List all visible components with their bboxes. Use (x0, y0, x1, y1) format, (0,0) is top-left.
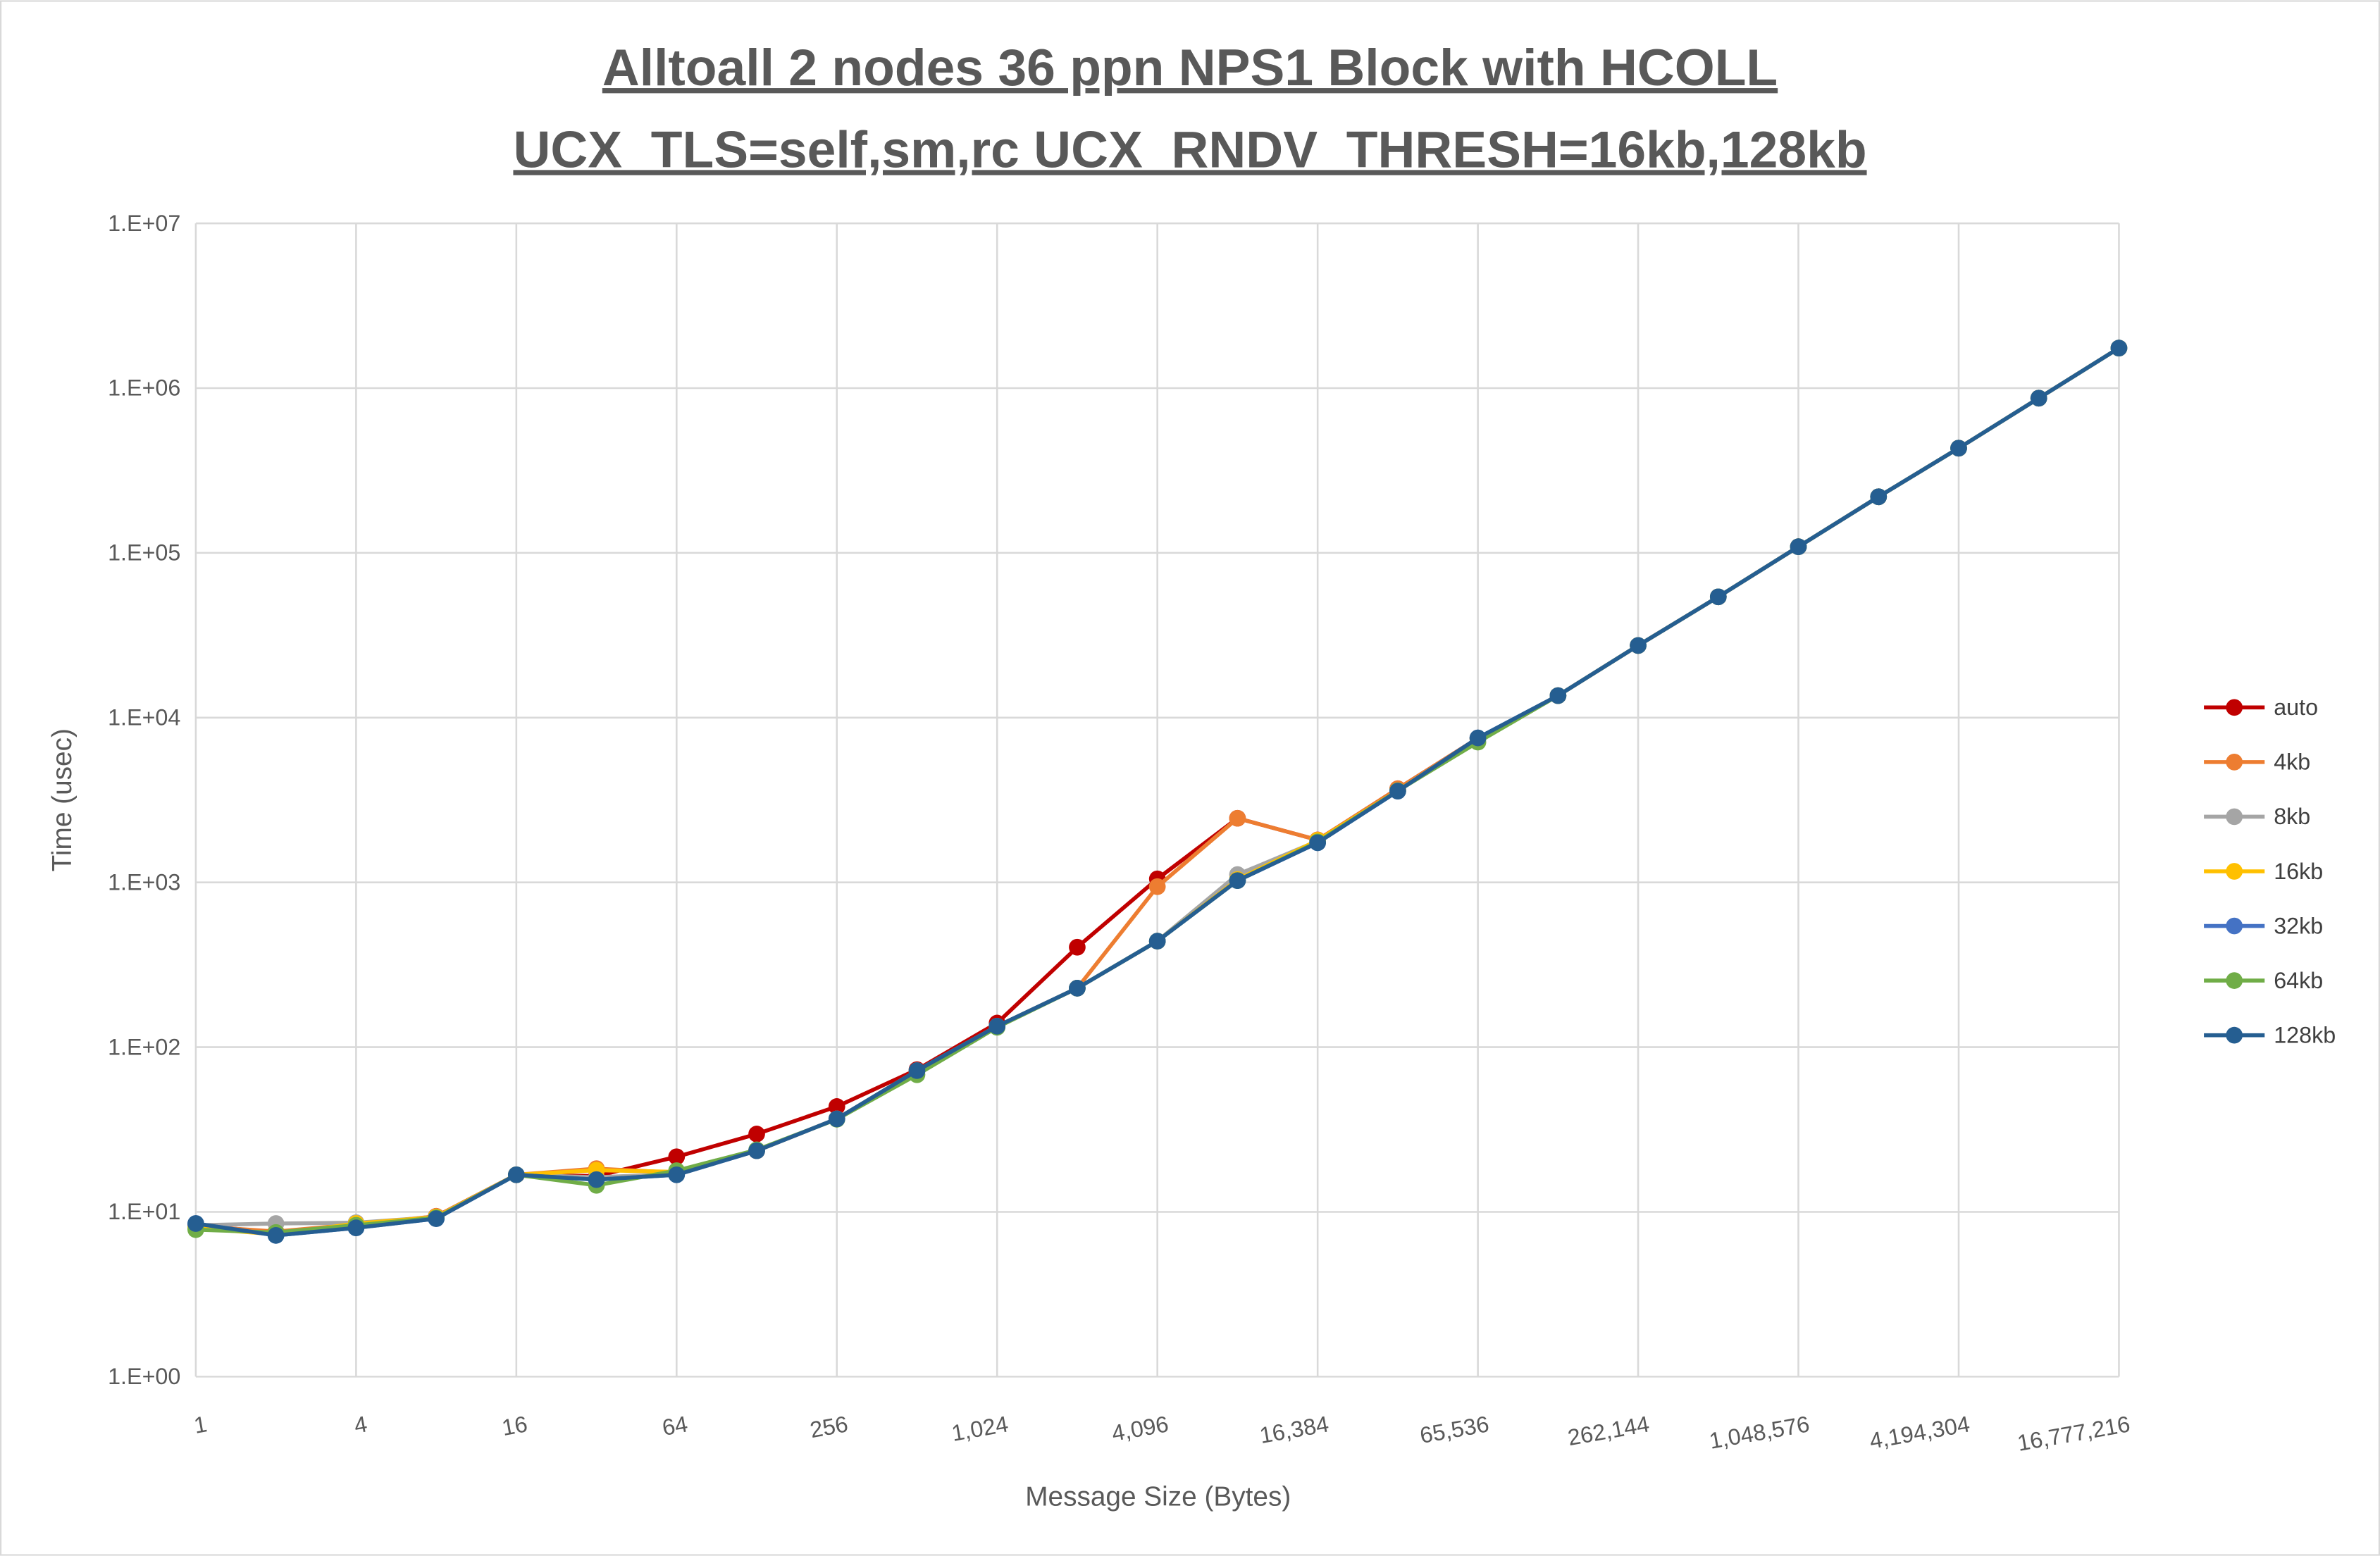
data-point (2110, 340, 2128, 356)
legend-item-32kb: 32kb (2204, 913, 2323, 938)
legend-label: 128kb (2274, 1022, 2336, 1047)
legend-label: 4kb (2274, 749, 2310, 775)
plot-area (187, 340, 2128, 1244)
legend-label: auto (2274, 695, 2318, 720)
data-point (1630, 637, 1647, 654)
legend-item-64kb: 64kb (2204, 968, 2323, 993)
data-point (1229, 809, 1246, 827)
chart-title-line-1: Alltoall 2 nodes 36 ppn NPS1 Block with … (602, 39, 1778, 97)
legend-marker (2226, 972, 2243, 989)
data-point (347, 1219, 365, 1237)
legend-label: 8kb (2274, 804, 2310, 829)
legend-marker (2226, 1026, 2243, 1044)
y-tick-label: 1.E+00 (108, 1364, 180, 1389)
legend-marker (2226, 917, 2243, 935)
y-tick-label: 1.E+02 (108, 1034, 180, 1059)
legend-item-128kb: 128kb (2204, 1022, 2336, 1047)
data-point (2030, 390, 2047, 407)
data-point (988, 1018, 1006, 1035)
x-tick-label: 16 (500, 1411, 530, 1440)
legend: auto 4kb 8kb 16kb 32kb 64kb 128kb (2204, 695, 2336, 1047)
y-axis-label: Time (usec) (47, 728, 78, 871)
data-point (1069, 938, 1086, 956)
y-tick-label: 1.E+01 (108, 1199, 180, 1224)
x-tick-label: 4 (352, 1411, 369, 1438)
y-tick-label: 1.E+05 (108, 540, 180, 566)
data-point (187, 1215, 204, 1232)
data-point (668, 1166, 686, 1183)
data-point (748, 1142, 765, 1159)
gridlines (194, 222, 2120, 1378)
data-point (1790, 538, 1807, 555)
x-tick-label: 64 (660, 1411, 690, 1440)
y-tick-label: 1.E+03 (108, 869, 180, 895)
legend-label: 16kb (2274, 859, 2323, 884)
legend-item-16kb: 16kb (2204, 859, 2323, 884)
data-point (668, 1148, 686, 1166)
chart-title-line-2: UCX_TLS=self,sm,rc UCX_RNDV_THRESH=16kb,… (513, 120, 1866, 178)
legend-label: 32kb (2274, 913, 2323, 938)
data-point (1870, 488, 1888, 506)
data-point (1148, 933, 1166, 950)
data-point (1148, 878, 1166, 895)
data-point (588, 1171, 605, 1188)
legend-marker (2226, 699, 2243, 716)
y-tick-label: 1.E+06 (108, 375, 180, 401)
data-point (1389, 783, 1406, 799)
legend-item-4kb: 4kb (2204, 749, 2310, 775)
data-point (1229, 872, 1246, 890)
data-point (828, 1098, 845, 1115)
x-tick-label: 1 (192, 1411, 209, 1438)
legend-marker (2226, 754, 2243, 771)
data-point (1469, 729, 1487, 747)
data-point (1549, 687, 1567, 704)
data-point (507, 1166, 525, 1183)
legend-marker (2226, 808, 2243, 826)
y-tick-label: 1.E+07 (108, 211, 180, 236)
data-point (908, 1062, 926, 1079)
y-tick-label: 1.E+04 (108, 705, 180, 730)
data-point (1069, 980, 1086, 997)
data-point (828, 1110, 845, 1128)
data-point (1950, 440, 1967, 457)
legend-item-auto: auto (2204, 695, 2318, 720)
legend-item-8kb: 8kb (2204, 804, 2310, 829)
legend-marker (2226, 863, 2243, 880)
data-point (428, 1210, 445, 1227)
legend-label: 64kb (2274, 968, 2323, 993)
data-point (1309, 834, 1326, 852)
series-128kb (187, 340, 2128, 1244)
data-point (1709, 588, 1727, 606)
x-axis-label: Message Size (Bytes) (1025, 1482, 1291, 1512)
data-point (267, 1227, 285, 1244)
data-point (748, 1126, 765, 1143)
